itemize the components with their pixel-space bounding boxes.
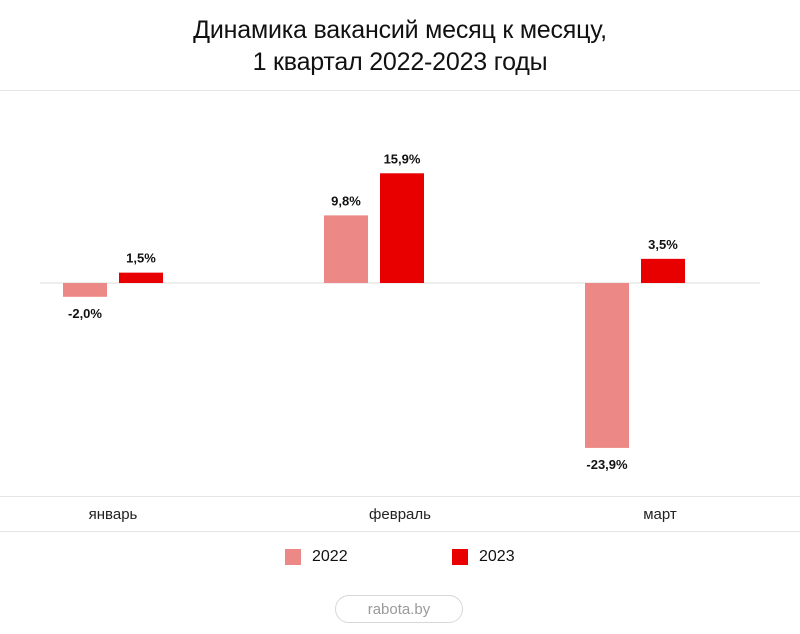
legend-swatch-2022 bbox=[285, 549, 301, 565]
legend-item-2023: 2023 bbox=[452, 548, 515, 566]
chart-title-line-1: Динамика вакансий месяц к месяцу, bbox=[193, 16, 607, 44]
bar-2023-февраль bbox=[380, 173, 424, 283]
x-tick-label-january: январь bbox=[88, 506, 138, 523]
axis-divider-top bbox=[0, 496, 800, 497]
data-label-2023-февраль: 15,9% bbox=[384, 151, 421, 166]
bar-2022-январь bbox=[63, 283, 107, 297]
top-divider bbox=[0, 90, 800, 91]
bar-2022-март bbox=[585, 283, 629, 448]
x-tick-label-february: февраль bbox=[369, 506, 431, 523]
legend-item-2022: 2022 bbox=[285, 548, 348, 566]
axis-divider-bottom bbox=[0, 531, 800, 532]
legend-label-2022: 2022 bbox=[312, 548, 348, 565]
source-badge: rabota.by bbox=[335, 595, 463, 623]
chart-title-line-2: 1 квартал 2022-2023 годы bbox=[252, 48, 548, 76]
chart-title: Динамика вакансий месяц к месяцу, 1 квар… bbox=[0, 14, 800, 78]
data-label-2022-март: -23,9% bbox=[586, 457, 628, 472]
legend-swatch-2023 bbox=[452, 549, 468, 565]
bar-2023-март bbox=[641, 258, 685, 283]
x-tick-label-march: март bbox=[643, 506, 677, 523]
bar-2023-январь bbox=[119, 272, 163, 283]
data-label-2022-февраль: 9,8% bbox=[331, 193, 361, 208]
data-label-2023-январь: 1,5% bbox=[126, 251, 156, 266]
data-label-2023-март: 3,5% bbox=[648, 237, 678, 252]
data-label-2022-январь: -2,0% bbox=[68, 306, 102, 321]
bar-2022-февраль bbox=[324, 215, 368, 283]
legend-label-2023: 2023 bbox=[479, 548, 515, 565]
